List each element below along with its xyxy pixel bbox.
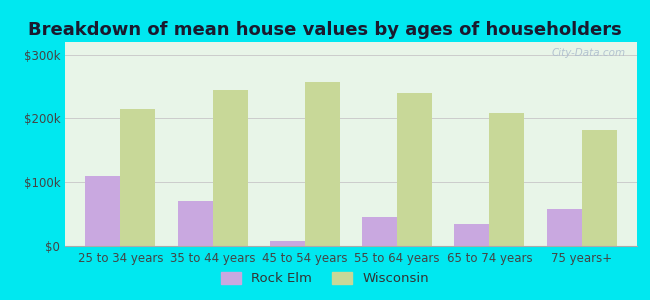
Bar <box>120 109 155 246</box>
Bar <box>177 201 213 246</box>
Bar <box>270 241 305 246</box>
Bar <box>397 93 432 246</box>
Text: City-Data.com: City-Data.com <box>551 48 625 58</box>
Bar <box>489 113 525 246</box>
Bar <box>362 217 397 246</box>
Legend: Rock Elm, Wisconsin: Rock Elm, Wisconsin <box>216 266 434 290</box>
Bar <box>213 90 248 246</box>
Bar <box>547 209 582 246</box>
Text: Breakdown of mean house values by ages of householders: Breakdown of mean house values by ages o… <box>28 21 622 39</box>
Bar <box>454 224 489 246</box>
Bar <box>582 130 617 246</box>
Bar <box>305 82 340 246</box>
Bar <box>85 176 120 246</box>
